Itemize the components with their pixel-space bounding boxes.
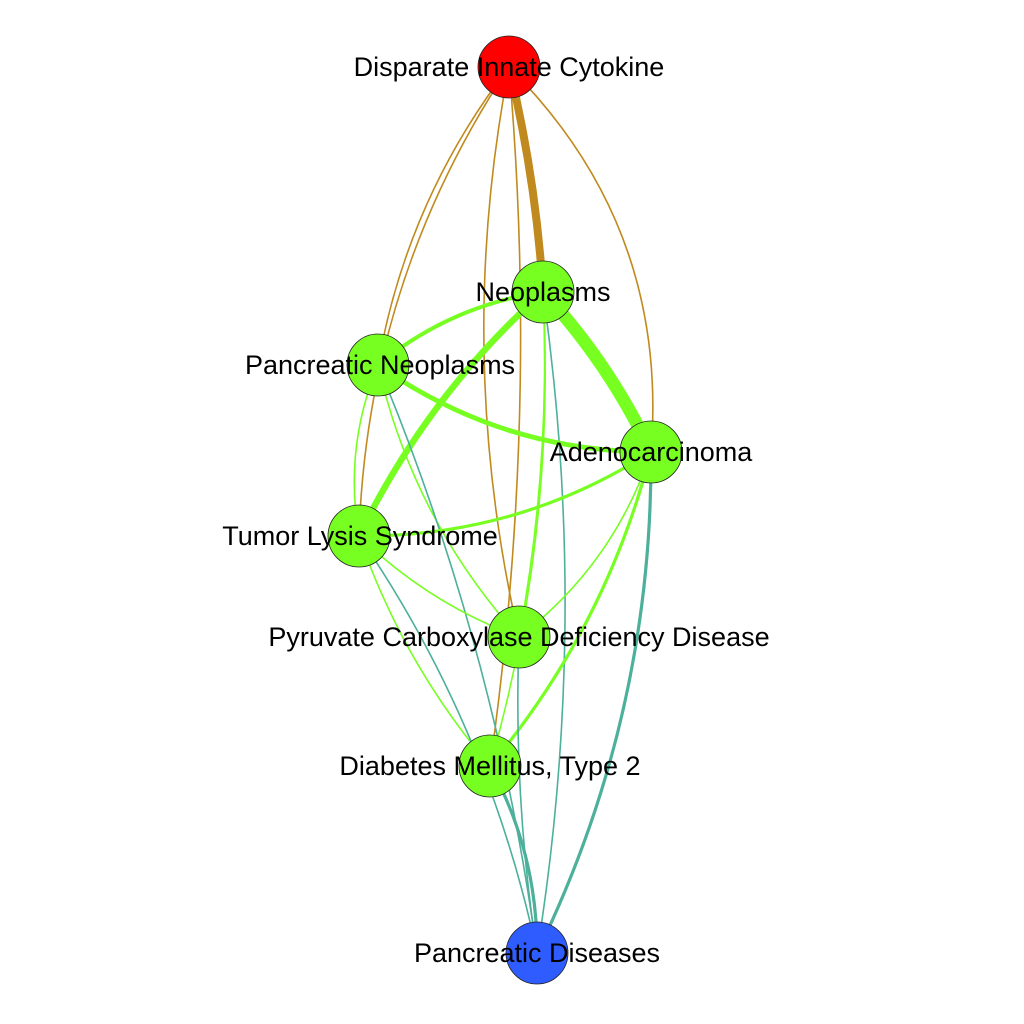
node-pancreatic-neoplasms[interactable]: [346, 333, 410, 397]
node-label-cytokine: Disparate Innate Cytokine: [354, 52, 665, 82]
node-pyruvate[interactable]: [487, 605, 551, 669]
node-tumor-lysis[interactable]: [327, 504, 391, 568]
edge-pyruvate-to-pancreatic_diseases: [517, 636, 538, 954]
edge-adenocarcinoma-to-tumor_lysis: [357, 450, 653, 538]
node-label-pyruvate: Pyruvate Carboxylase Deficiency Disease: [268, 622, 769, 652]
edge-pancreatic_neoplasms-to-pyruvate: [377, 364, 520, 638]
edge-tumor_lysis-to-pancreatic_diseases: [358, 535, 538, 954]
edge-neoplasms-to-diabetes: [489, 291, 546, 767]
node-label-tumor-lysis: Tumor Lysis Syndrome: [222, 521, 498, 551]
node-neoplasms[interactable]: [511, 260, 575, 324]
edge-adenocarcinoma-to-pancreatic_diseases: [535, 450, 653, 955]
node-layer: [327, 35, 683, 985]
node-label-adenocarcinoma: Adenocarcinoma: [550, 437, 754, 467]
edge-cytokine-to-adenocarcinoma: [508, 66, 654, 453]
label-layer: Disparate Innate Cytokine Neoplasms Pancre…: [222, 52, 769, 968]
node-diabetes[interactable]: [458, 734, 522, 798]
node-label-neoplasms: Neoplasms: [475, 277, 610, 307]
node-cytokine[interactable]: [477, 35, 541, 99]
node-label-pancreatic-diseases: Pancreatic Diseases: [414, 938, 660, 968]
edge-neoplasms-to-pancreatic_diseases: [536, 291, 566, 954]
node-pancreatic-diseases[interactable]: [505, 921, 569, 985]
edge-adenocarcinoma-to-diabetes: [488, 450, 653, 768]
edge-neoplasms-to-tumor_lysis: [355, 288, 547, 540]
edge-cytokine-to-tumor_lysis: [358, 66, 510, 537]
edge-pancreatic_neoplasms-to-adenocarcinoma: [375, 362, 654, 455]
edge-cytokine-to-pancreatic_neoplasms: [377, 66, 510, 366]
edge-pancreatic_neoplasms-to-pancreatic_diseases: [377, 364, 538, 954]
edge-cytokine-to-diabetes: [489, 66, 522, 767]
node-label-pancreatic-neoplasms: Pancreatic Neoplasms: [245, 350, 515, 380]
node-adenocarcinoma[interactable]: [619, 420, 683, 484]
edge-tumor_lysis-to-diabetes: [358, 535, 491, 767]
node-label-diabetes: Diabetes Mellitus, Type 2: [339, 751, 640, 781]
